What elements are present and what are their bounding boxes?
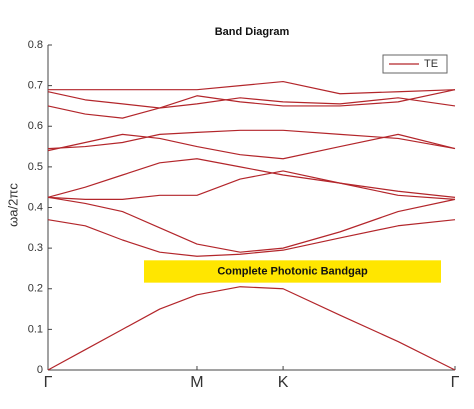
band-line — [47, 219, 456, 257]
band-line — [47, 129, 456, 150]
band-line — [48, 80, 456, 95]
y-tick-label: 0.4 — [28, 201, 43, 213]
bandgap-label: Complete Photonic Bandgap — [217, 265, 368, 277]
band-line — [47, 286, 456, 371]
y-axis-label: ωa/2πc — [5, 183, 20, 227]
y-tick-label: 0 — [37, 364, 43, 376]
y-tick-label: 0.2 — [28, 283, 43, 295]
band-line — [47, 196, 456, 253]
x-tick-label: M — [190, 374, 203, 391]
y-tick-label: 0.7 — [28, 80, 43, 92]
bandgap-band — [144, 260, 441, 283]
y-tick-label: 0.5 — [28, 161, 43, 173]
legend-label: TE — [424, 58, 438, 70]
y-tick-label: 0.1 — [28, 323, 43, 335]
x-tick-label: K — [278, 374, 289, 391]
y-tick-label: 0.8 — [28, 39, 43, 51]
band-line — [47, 91, 456, 109]
x-tick-label: Γ — [451, 374, 460, 391]
y-tick-label: 0.3 — [28, 242, 43, 254]
y-tick-label: 0.6 — [28, 120, 43, 132]
x-tick-label: Γ — [44, 374, 53, 391]
band-line — [47, 158, 456, 198]
chart-title: Band Diagram — [215, 26, 290, 38]
band-line — [47, 133, 456, 160]
band-line — [47, 170, 456, 200]
band-line — [47, 89, 456, 119]
